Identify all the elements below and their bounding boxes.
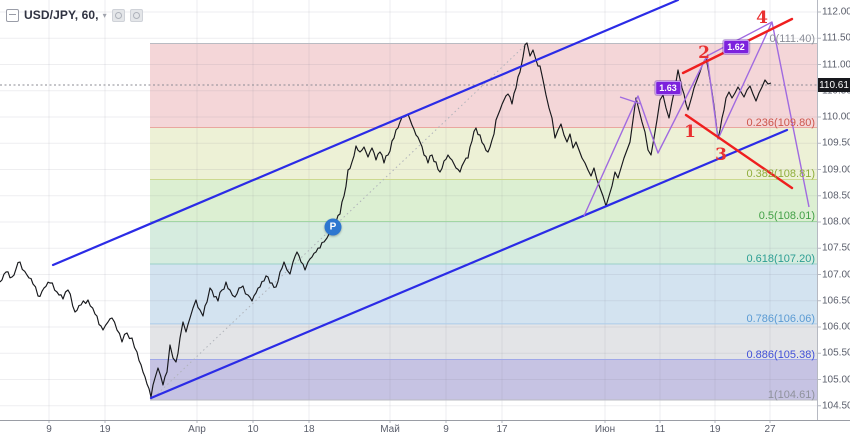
time-axis-label: 27	[764, 424, 776, 435]
fib-label-0.786: 0.786(106.06)	[746, 312, 816, 325]
price-path[interactable]	[0, 42, 772, 398]
time-axis-label: 9	[443, 424, 449, 435]
time-axis-label: 18	[303, 424, 315, 435]
fib-band-0.618[interactable]	[150, 264, 817, 324]
time-axis-label: 19	[99, 424, 111, 435]
price-marker-p[interactable]: P	[324, 218, 342, 236]
price-axis-label: 108.00	[822, 216, 850, 228]
ratio-badge-1.62[interactable]: 1.62	[723, 40, 749, 54]
price-axis-label: 107.00	[822, 269, 850, 280]
price-axis-label: 106.00	[822, 321, 850, 333]
price-axis-border	[817, 0, 818, 420]
fib-label-0.5: 0.5(108.01)	[758, 210, 815, 223]
time-axis-label: 19	[709, 424, 721, 435]
time-axis-label: Июн	[594, 424, 616, 435]
fib-band-0.886[interactable]	[150, 359, 817, 400]
time-axis-label: Май	[380, 424, 400, 435]
wave-label-4[interactable]: 4	[756, 8, 768, 28]
price-axis-label: 106.50	[822, 295, 850, 307]
fib-label-0.618: 0.618(107.20)	[746, 253, 816, 265]
fib-band-0.236[interactable]	[150, 127, 817, 180]
ratio-badge-1.63[interactable]: 1.63	[655, 81, 681, 95]
fib-band-0.382[interactable]	[150, 179, 817, 222]
fib-label-0.236: 0.236(109.80)	[746, 116, 816, 129]
price-axis-label: 110.00	[822, 111, 850, 123]
fib-band-0.786[interactable]	[150, 323, 817, 360]
fib-trendline-dotted[interactable]	[150, 43, 528, 401]
time-axis-label: 17	[496, 424, 508, 435]
channel-line-lower[interactable]	[149, 128, 789, 400]
time-axis-label: Апр	[188, 424, 206, 435]
current-price-badge: 110.61	[818, 78, 850, 92]
wave-label-3[interactable]: 3	[715, 145, 727, 165]
wave-label-1[interactable]: 1	[684, 122, 696, 142]
time-axis-border	[0, 420, 850, 421]
purple-pattern-segment[interactable]	[706, 21, 773, 57]
price-axis-label: 104.50	[822, 400, 850, 412]
fib-label-1: 1(104.61)	[767, 388, 815, 401]
chevron-down-icon[interactable]: ▾	[102, 10, 107, 20]
wave-label-2[interactable]: 2	[698, 43, 710, 63]
price-axis-label: 109.00	[822, 164, 850, 175]
time-axis-label: 10	[247, 424, 259, 435]
fib-label-0.886: 0.886(105.38)	[746, 348, 816, 361]
price-axis-label: 107.50	[822, 242, 850, 254]
fib-label-0.382: 0.382(108.81)	[746, 168, 816, 181]
time-axis-label: 9	[46, 424, 52, 435]
price-axis-label: 112.00	[822, 6, 850, 18]
legend-toggle-icon-1[interactable]	[111, 8, 125, 22]
price-axis-label: 111.00	[822, 59, 850, 70]
legend-toggle-icon-2[interactable]	[129, 8, 143, 22]
symbol-title[interactable]: USD/JPY, 60,	[24, 8, 99, 22]
price-axis-label: 105.00	[822, 374, 850, 385]
channel-line-upper[interactable]	[51, 0, 680, 267]
purple-pattern-segment[interactable]	[619, 96, 642, 105]
time-axis-label: 11	[654, 424, 666, 435]
red-trendline-2[interactable]	[684, 113, 794, 190]
circle-glyph	[114, 11, 122, 19]
circle-glyph	[132, 11, 140, 19]
fib-label-0: 0(111.40)	[769, 32, 815, 45]
price-axis-label: 105.50	[822, 347, 850, 359]
price-axis-label: 111.50	[822, 32, 850, 44]
collapse-icon[interactable]	[6, 8, 19, 22]
price-axis-label: 108.50	[822, 190, 850, 202]
symbol-legend: USD/JPY, 60, ▾	[6, 8, 143, 22]
price-axis-label: 109.50	[822, 137, 850, 149]
